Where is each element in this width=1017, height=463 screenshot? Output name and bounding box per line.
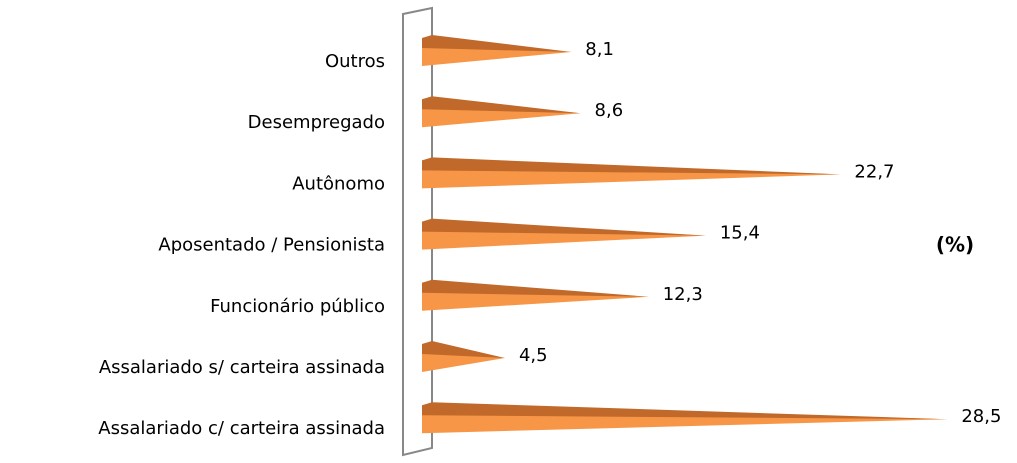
category-label: Funcionário público	[210, 296, 385, 317]
unit-annotation: (%)	[936, 233, 974, 257]
value-label: 8,6	[595, 100, 624, 121]
bar	[422, 96, 581, 128]
value-label: 15,4	[720, 223, 760, 244]
bar-top	[422, 218, 706, 236]
bar	[422, 157, 841, 189]
value-label: 8,1	[585, 39, 614, 60]
category-label: Autônomo	[292, 173, 385, 194]
category-label: Assalariado s/ carteira assinada	[99, 357, 385, 378]
bar-top	[422, 341, 505, 358]
bar	[422, 35, 572, 66]
bar	[422, 218, 706, 250]
value-label: 22,7	[854, 161, 894, 182]
bar-top	[422, 96, 581, 114]
category-label: Outros	[325, 51, 385, 72]
category-label: Assalariado c/ carteira assinada	[98, 418, 385, 439]
bar-top	[422, 157, 841, 175]
bar-top	[422, 279, 649, 297]
category-label: Desempregado	[248, 112, 385, 133]
category-label: Aposentado / Pensionista	[158, 235, 385, 256]
value-label: 4,5	[519, 345, 548, 366]
bar	[422, 279, 649, 311]
bar	[422, 402, 948, 434]
bar-top	[422, 35, 572, 52]
value-label: 12,3	[663, 284, 703, 305]
bar-top	[422, 402, 948, 420]
bar	[422, 341, 505, 372]
value-label: 28,5	[961, 406, 1001, 427]
